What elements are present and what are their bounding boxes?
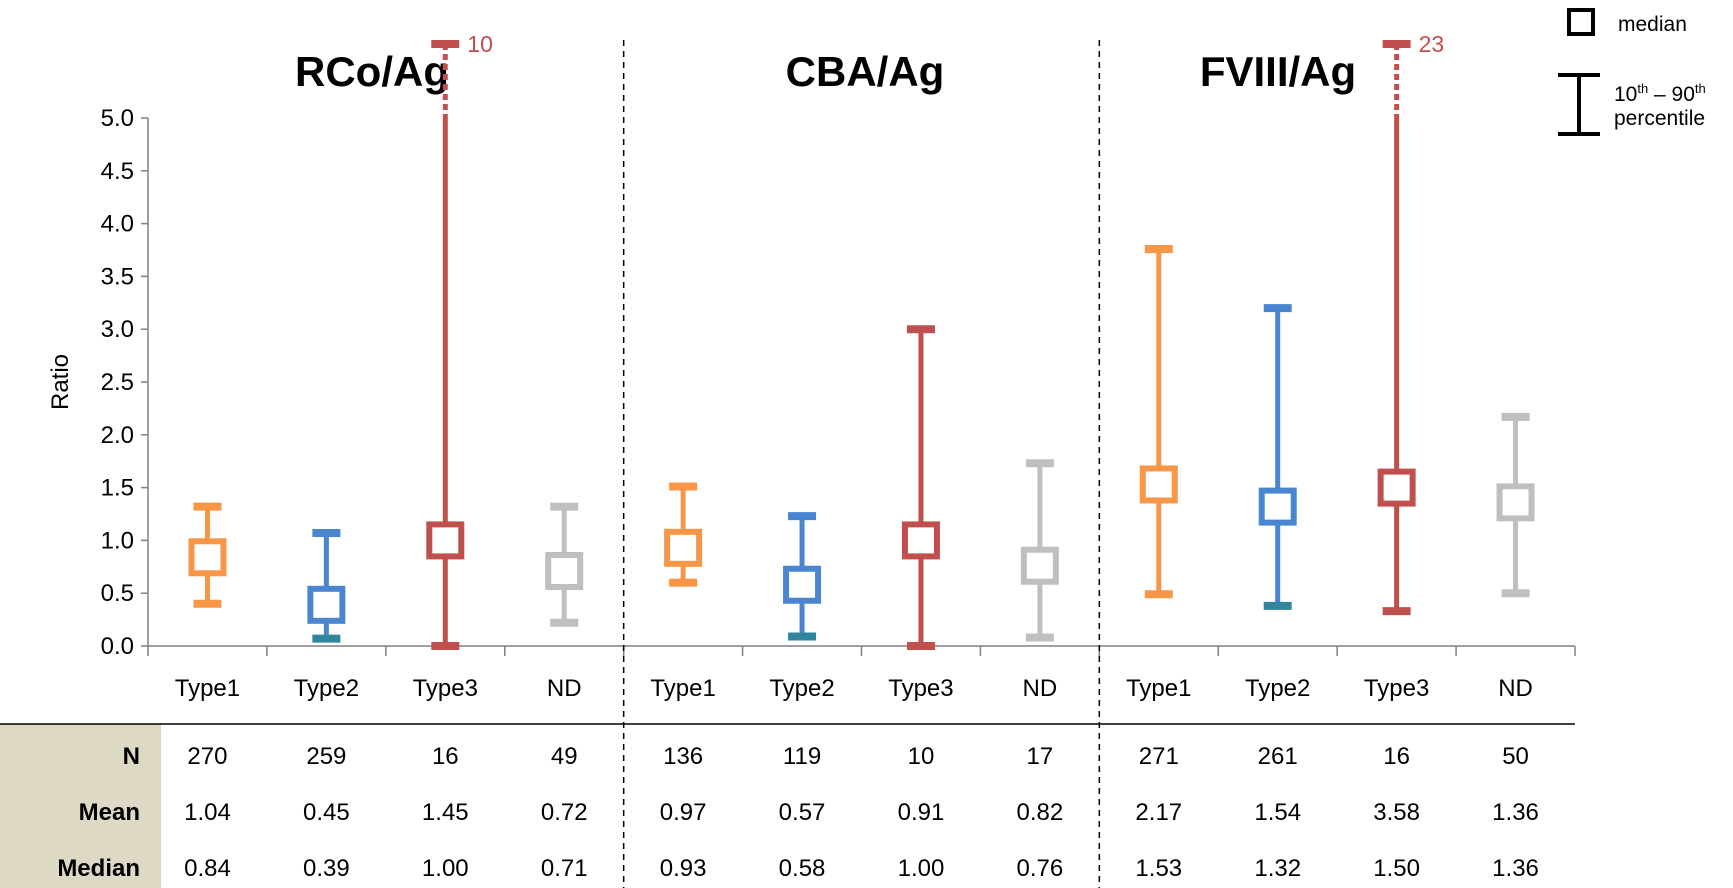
table-cell: 0.82 [1017, 799, 1064, 826]
table-cell: 10 [908, 743, 935, 770]
y-tick-label: 2.5 [101, 369, 134, 396]
table-cell: 16 [1383, 743, 1410, 770]
y-tick-label: 2.0 [101, 422, 134, 449]
y-tick-label: 4.0 [101, 211, 134, 238]
table-cell: 3.58 [1373, 799, 1420, 826]
median-marker [1258, 487, 1297, 526]
x-tick-label: Type1 [1126, 675, 1191, 702]
table-row-header: Mean [79, 799, 140, 826]
table-cell: 0.71 [541, 855, 588, 882]
table-cell: 1.50 [1373, 855, 1420, 882]
median-marker [1496, 483, 1535, 522]
y-tick-label: 1.0 [101, 527, 134, 554]
panel-title: RCo/Ag [295, 48, 449, 95]
table-cell: 271 [1139, 743, 1179, 770]
table-cell: 0.91 [898, 799, 945, 826]
table-cell: 0.57 [779, 799, 826, 826]
x-tick-label: Type1 [175, 675, 240, 702]
x-tick-label: ND [547, 675, 582, 702]
table-cell: 2.17 [1135, 799, 1182, 826]
legend-median-label: median [1618, 13, 1687, 36]
table-cell: 49 [551, 743, 578, 770]
x-tick-label: Type2 [1245, 675, 1310, 702]
y-tick-label: 0.0 [101, 633, 134, 660]
table-cell: 270 [187, 743, 227, 770]
y-tick-label: 1.5 [101, 475, 134, 502]
legend-range-label: 10th – 90th [1614, 81, 1706, 106]
x-tick-label: Type3 [413, 675, 478, 702]
table-cell: 1.54 [1254, 799, 1301, 826]
table-cell: 1.36 [1492, 855, 1539, 882]
x-tick-label: ND [1023, 675, 1058, 702]
legend-median-marker [1567, 8, 1595, 36]
table-cell: 1.32 [1254, 855, 1301, 882]
table-cell: 0.45 [303, 799, 350, 826]
panel-title: FVIII/Ag [1200, 48, 1356, 95]
table-cell: 17 [1027, 743, 1054, 770]
table-cell: 1.36 [1492, 799, 1539, 826]
table-cell: 1.45 [422, 799, 469, 826]
table-cell: 0.93 [660, 855, 707, 882]
table-row-header: Median [57, 855, 140, 882]
median-marker [1020, 546, 1059, 585]
legend-range-sub: percentile [1614, 107, 1705, 130]
table-header-bg [0, 724, 161, 888]
y-tick-label: 3.5 [101, 263, 134, 290]
table-cell: 119 [783, 743, 821, 770]
median-marker [783, 565, 822, 604]
median-marker [188, 538, 227, 577]
median-marker [426, 521, 465, 560]
y-tick-label: 3.0 [101, 316, 134, 343]
median-marker [545, 552, 584, 591]
median-marker [307, 585, 346, 624]
table-cell: 1.53 [1135, 855, 1182, 882]
table-row-header: N [123, 743, 140, 770]
table-cell: 0.39 [303, 855, 350, 882]
median-marker [1139, 465, 1178, 504]
y-tick-label: 4.5 [101, 158, 134, 185]
x-tick-label: Type1 [650, 675, 715, 702]
median-marker [664, 528, 703, 567]
table-cell: 1.04 [184, 799, 231, 826]
table-cell: 259 [306, 743, 346, 770]
x-tick-label: Type2 [769, 675, 834, 702]
table-cell: 261 [1258, 743, 1298, 770]
table-cell: 0.58 [779, 855, 826, 882]
x-tick-label: Type3 [1364, 675, 1429, 702]
median-marker [1377, 468, 1416, 507]
table-cell: 50 [1502, 743, 1529, 770]
y-tick-label: 0.5 [101, 580, 134, 607]
table-cell: 1.00 [422, 855, 469, 882]
panel-title: CBA/Ag [786, 48, 945, 95]
outlier-label: 23 [1419, 31, 1445, 57]
outlier-label: 10 [467, 31, 493, 57]
table-cell: 0.72 [541, 799, 588, 826]
table-cell: 0.84 [184, 855, 231, 882]
median-marker [901, 521, 940, 560]
table-cell: 136 [663, 743, 703, 770]
table-cell: 16 [432, 743, 459, 770]
table-cell: 1.00 [898, 855, 945, 882]
table-cell: 0.76 [1017, 855, 1064, 882]
y-axis-label: Ratio [47, 354, 74, 410]
table-cell: 0.97 [660, 799, 707, 826]
x-tick-label: Type2 [294, 675, 359, 702]
x-tick-label: ND [1498, 675, 1533, 702]
x-tick-label: Type3 [888, 675, 953, 702]
y-tick-label: 5.0 [101, 105, 134, 132]
